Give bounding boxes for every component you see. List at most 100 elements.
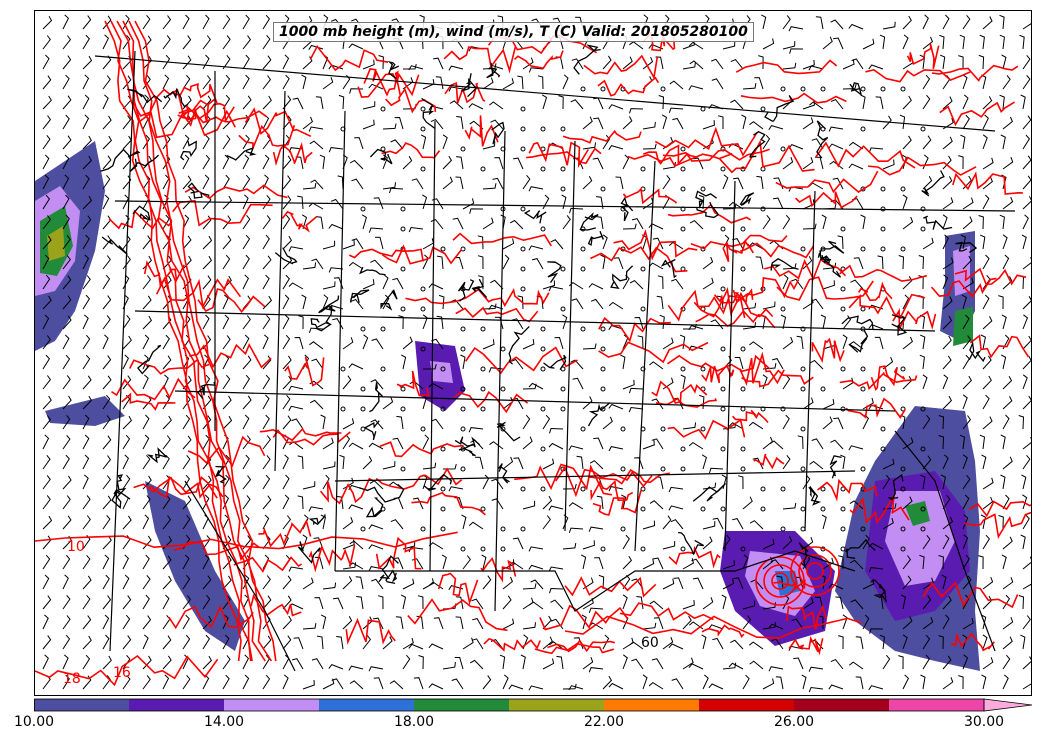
calm-wind-marker [740, 346, 746, 352]
wind-barb [491, 478, 504, 490]
wind-barb [82, 55, 93, 70]
wind-barb [390, 519, 404, 530]
wind-barb [842, 83, 857, 90]
wind-barb [1022, 295, 1031, 310]
contour-label-16: 16 [113, 665, 131, 681]
wind-barb [302, 623, 317, 630]
calm-wind-marker [900, 186, 906, 192]
wind-barb [371, 578, 384, 590]
calm-wind-marker [840, 506, 846, 512]
calm-wind-marker [580, 486, 586, 492]
wind-barb [608, 325, 624, 331]
wind-barb [142, 334, 150, 350]
wind-barb [320, 614, 327, 630]
wind-barb [919, 354, 925, 370]
wind-barb [182, 314, 191, 330]
calm-wind-marker [480, 386, 486, 392]
wind-barb [162, 674, 170, 690]
temperature-contour [857, 281, 893, 302]
wind-barb [622, 594, 628, 610]
wind-barb [438, 294, 445, 310]
calm-wind-marker [460, 146, 466, 152]
calm-wind-marker [860, 386, 866, 392]
wind-barb [602, 234, 608, 250]
wind-barb [512, 537, 524, 550]
calm-wind-marker [440, 246, 446, 252]
wind-barb [722, 578, 735, 590]
wind-barb [482, 217, 494, 230]
wind-barb [262, 674, 271, 690]
wind-barb [142, 94, 150, 110]
calm-wind-marker [740, 226, 746, 232]
wind-barb [42, 475, 51, 490]
calm-wind-marker [420, 166, 426, 172]
calm-wind-marker [500, 346, 506, 352]
wind-barb [1002, 254, 1010, 270]
wind-barb [62, 14, 70, 30]
wind-barb [999, 14, 1005, 30]
calm-wind-marker [640, 486, 646, 492]
wind-barb [448, 65, 464, 71]
height-contour [127, 88, 163, 104]
wind-barb [382, 182, 396, 190]
wind-barb [282, 274, 290, 290]
height-contour [816, 120, 829, 159]
wind-barb [756, 175, 764, 190]
calm-wind-marker [440, 506, 446, 512]
wind-barb [701, 454, 707, 470]
wind-barb [642, 121, 656, 130]
wind-barb [942, 595, 952, 610]
wind-barb [368, 544, 384, 550]
height-contour [819, 250, 832, 264]
boundary-line [724, 180, 736, 552]
wind-barb [802, 59, 815, 70]
height-contour [196, 381, 216, 400]
temperature-contour [272, 141, 313, 167]
wind-barb [142, 374, 149, 390]
temperature-contour [108, 209, 172, 230]
wind-barb [882, 115, 892, 130]
wind-barb [262, 215, 271, 230]
wind-barb [488, 367, 504, 373]
wind-barb [869, 628, 884, 634]
wind-barb [42, 595, 52, 610]
calm-wind-marker [720, 146, 726, 152]
temperature-contour [690, 234, 788, 250]
wind-barb [408, 643, 424, 650]
calm-wind-marker [500, 546, 506, 552]
wind-barb [762, 363, 777, 370]
wind-barb [370, 379, 384, 390]
wind-barb [42, 174, 50, 190]
wind-barb [822, 280, 835, 290]
wind-barb [262, 635, 272, 650]
wind-barb [288, 282, 304, 290]
wind-barb [961, 294, 967, 310]
wind-barb [442, 134, 448, 150]
wind-barb [282, 235, 293, 250]
wind-barb [162, 334, 170, 350]
calm-wind-marker [560, 386, 566, 392]
wind-barb [282, 294, 290, 310]
temperature-contour [381, 244, 463, 265]
temperature-contour [931, 64, 1019, 82]
wind-barb [849, 500, 864, 510]
wind-barb [693, 157, 704, 170]
wind-barb [1022, 74, 1031, 90]
wind-barb [162, 435, 171, 450]
wind-barb [430, 218, 444, 230]
wind-barb [202, 215, 212, 230]
wind-barb [282, 355, 292, 370]
height-contour [841, 315, 874, 330]
temperature-contour [817, 478, 878, 502]
calm-wind-marker [600, 366, 606, 372]
height-contour [678, 531, 705, 556]
wind-barb [672, 117, 684, 130]
temperature-contour [654, 126, 758, 157]
wind-barb [848, 163, 864, 170]
calm-wind-marker [740, 466, 746, 472]
calm-wind-marker [880, 86, 886, 92]
temperature-contour [722, 239, 754, 262]
height-contour [543, 354, 567, 370]
wind-barb [762, 678, 775, 690]
wind-barb [288, 405, 304, 411]
